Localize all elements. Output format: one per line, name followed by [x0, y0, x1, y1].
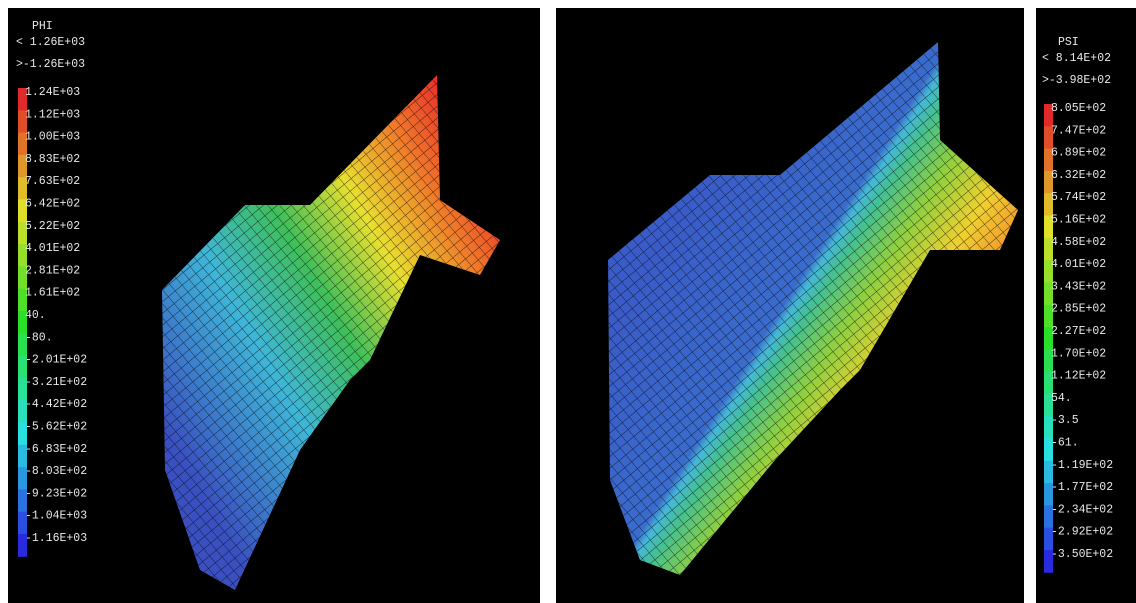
- legend-label: 1.24E+03: [25, 86, 80, 99]
- legend-label: -1.04E+03: [25, 510, 87, 523]
- legend-label: 5.74E+02: [1051, 191, 1106, 204]
- legend-label: 2.81E+02: [25, 264, 80, 277]
- max-value: < 8.14E+02: [1042, 52, 1111, 65]
- legend-label: 4.58E+02: [1051, 236, 1106, 249]
- screen: {"panels": [ {"title": "PHI", "max": "< …: [0, 0, 1136, 603]
- legend-label: -1.16E+03: [25, 532, 87, 545]
- legend-label: -80.: [25, 331, 53, 344]
- legend-label: 1.00E+03: [25, 131, 80, 144]
- legend-label: 5.22E+02: [25, 220, 80, 233]
- legend-label: 54.: [1051, 392, 1072, 405]
- panel-title: PSI: [1058, 36, 1079, 49]
- legend-label: -1.19E+02: [1051, 459, 1113, 472]
- legend: PHI < 1.26E+03 >-1.26E+03 1.24E+03 1.12E+03 1…: [8, 8, 540, 603]
- min-value: >-1.26E+03: [16, 58, 85, 71]
- legend-label: -9.23E+02: [25, 487, 87, 500]
- legend-label: 2.85E+02: [1051, 303, 1106, 316]
- psi-view: [556, 8, 1024, 603]
- legend-label: 1.12E+02: [1051, 370, 1106, 383]
- legend-label: 2.27E+02: [1051, 325, 1106, 338]
- legend-label: -2.01E+02: [25, 354, 87, 367]
- legend-label: 8.83E+02: [25, 153, 80, 166]
- panel-title: PHI: [32, 20, 53, 33]
- legend-label: -3.50E+02: [1051, 548, 1113, 561]
- legend-label: 4.01E+02: [1051, 258, 1106, 271]
- legend-label: 6.89E+02: [1051, 147, 1106, 160]
- legend-label: -6.83E+02: [25, 443, 87, 456]
- legend-label: 6.32E+02: [1051, 169, 1106, 182]
- legend-label: -4.42E+02: [25, 398, 87, 411]
- legend-label: -2.92E+02: [1051, 526, 1113, 539]
- legend-label: -8.03E+02: [25, 465, 87, 478]
- legend-label: 7.47E+02: [1051, 124, 1106, 137]
- legend-label: -5.62E+02: [25, 421, 87, 434]
- legend-label: 7.63E+02: [25, 175, 80, 188]
- legend-label: -2.34E+02: [1051, 503, 1113, 516]
- legend-label: 1.70E+02: [1051, 347, 1106, 360]
- legend: PSI < 8.14E+02 >-3.98E+02 8.05E+02 7.47E+02 6…: [1036, 8, 1136, 603]
- legend-label: 40.: [25, 309, 46, 322]
- legend-label: 8.05E+02: [1051, 102, 1106, 115]
- legend-label: -61.: [1051, 437, 1079, 450]
- legend-label: 4.01E+02: [25, 242, 80, 255]
- psi-legend-panel: PSI < 8.14E+02 >-3.98E+02 8.05E+02 7.47E+02 6…: [1036, 8, 1136, 603]
- legend-label: 5.16E+02: [1051, 214, 1106, 227]
- legend-label: -1.77E+02: [1051, 481, 1113, 494]
- max-value: < 1.26E+03: [16, 36, 85, 49]
- legend-label: 1.12E+03: [25, 108, 80, 121]
- legend-label: 3.43E+02: [1051, 280, 1106, 293]
- psi-view-panel: [556, 8, 1024, 603]
- legend-label: -3.5: [1051, 414, 1079, 427]
- legend-label: -3.21E+02: [25, 376, 87, 389]
- min-value: >-3.98E+02: [1042, 74, 1111, 87]
- legend-label: 1.61E+02: [25, 287, 80, 300]
- legend-label: 6.42E+02: [25, 198, 80, 211]
- psi-mesh: [608, 42, 1018, 575]
- phi-panel: PHI < 1.26E+03 >-1.26E+03 1.24E+03 1.12E+03 1…: [8, 8, 540, 603]
